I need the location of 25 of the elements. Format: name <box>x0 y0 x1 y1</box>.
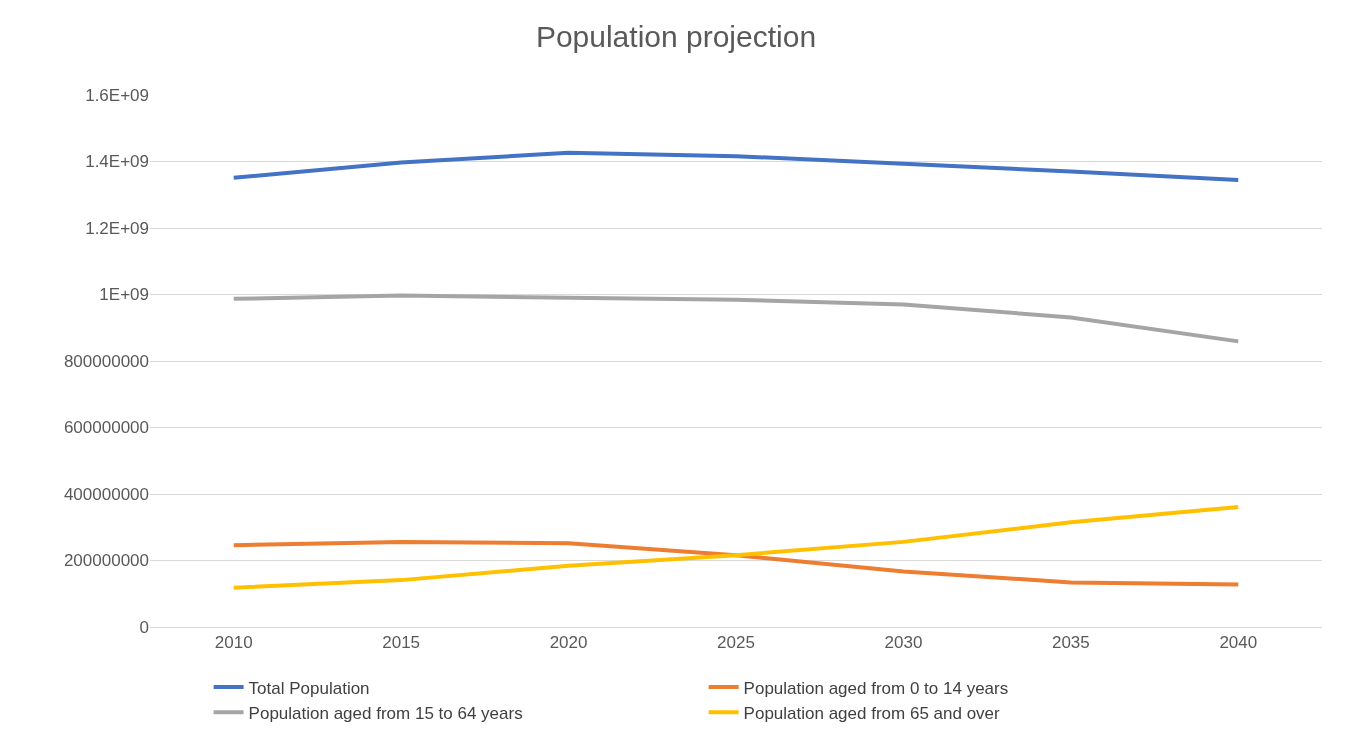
y-tick-label: 200000000 <box>63 551 149 571</box>
x-tick-label: 2010 <box>214 633 253 653</box>
x-tick-label: 2035 <box>1051 633 1090 653</box>
x-tick-label: 2025 <box>717 633 755 653</box>
x-tick-label: 2030 <box>884 633 923 653</box>
y-tick-label: 400000000 <box>63 484 149 504</box>
legend-label: Population aged from 15 to 64 years <box>248 703 523 723</box>
legend-label: Population aged from 0 to 14 years <box>743 678 1009 698</box>
line-series <box>231 293 1241 344</box>
x-tick-label: 2040 <box>1219 633 1258 653</box>
x-tick-label: 2015 <box>382 633 421 653</box>
y-tick-label: 1E+09 <box>99 285 149 305</box>
y-tick-label: 1.4E+09 <box>85 152 149 172</box>
y-tick-label: 0 <box>139 617 149 637</box>
y-tick-label: 600000000 <box>63 418 149 438</box>
x-tick-label: 2020 <box>549 633 588 653</box>
y-tick-label: 800000000 <box>63 351 149 371</box>
chart-title: Population projection <box>535 20 817 54</box>
legend-label: Total Population <box>248 678 370 698</box>
line-series <box>231 150 1241 183</box>
legend-label: Population aged from 65 and over <box>743 703 1001 723</box>
line-series <box>231 504 1241 590</box>
y-tick-label: 1.2E+09 <box>85 218 149 238</box>
line-series <box>231 539 1241 587</box>
y-tick-label: 1.6E+09 <box>85 85 149 105</box>
